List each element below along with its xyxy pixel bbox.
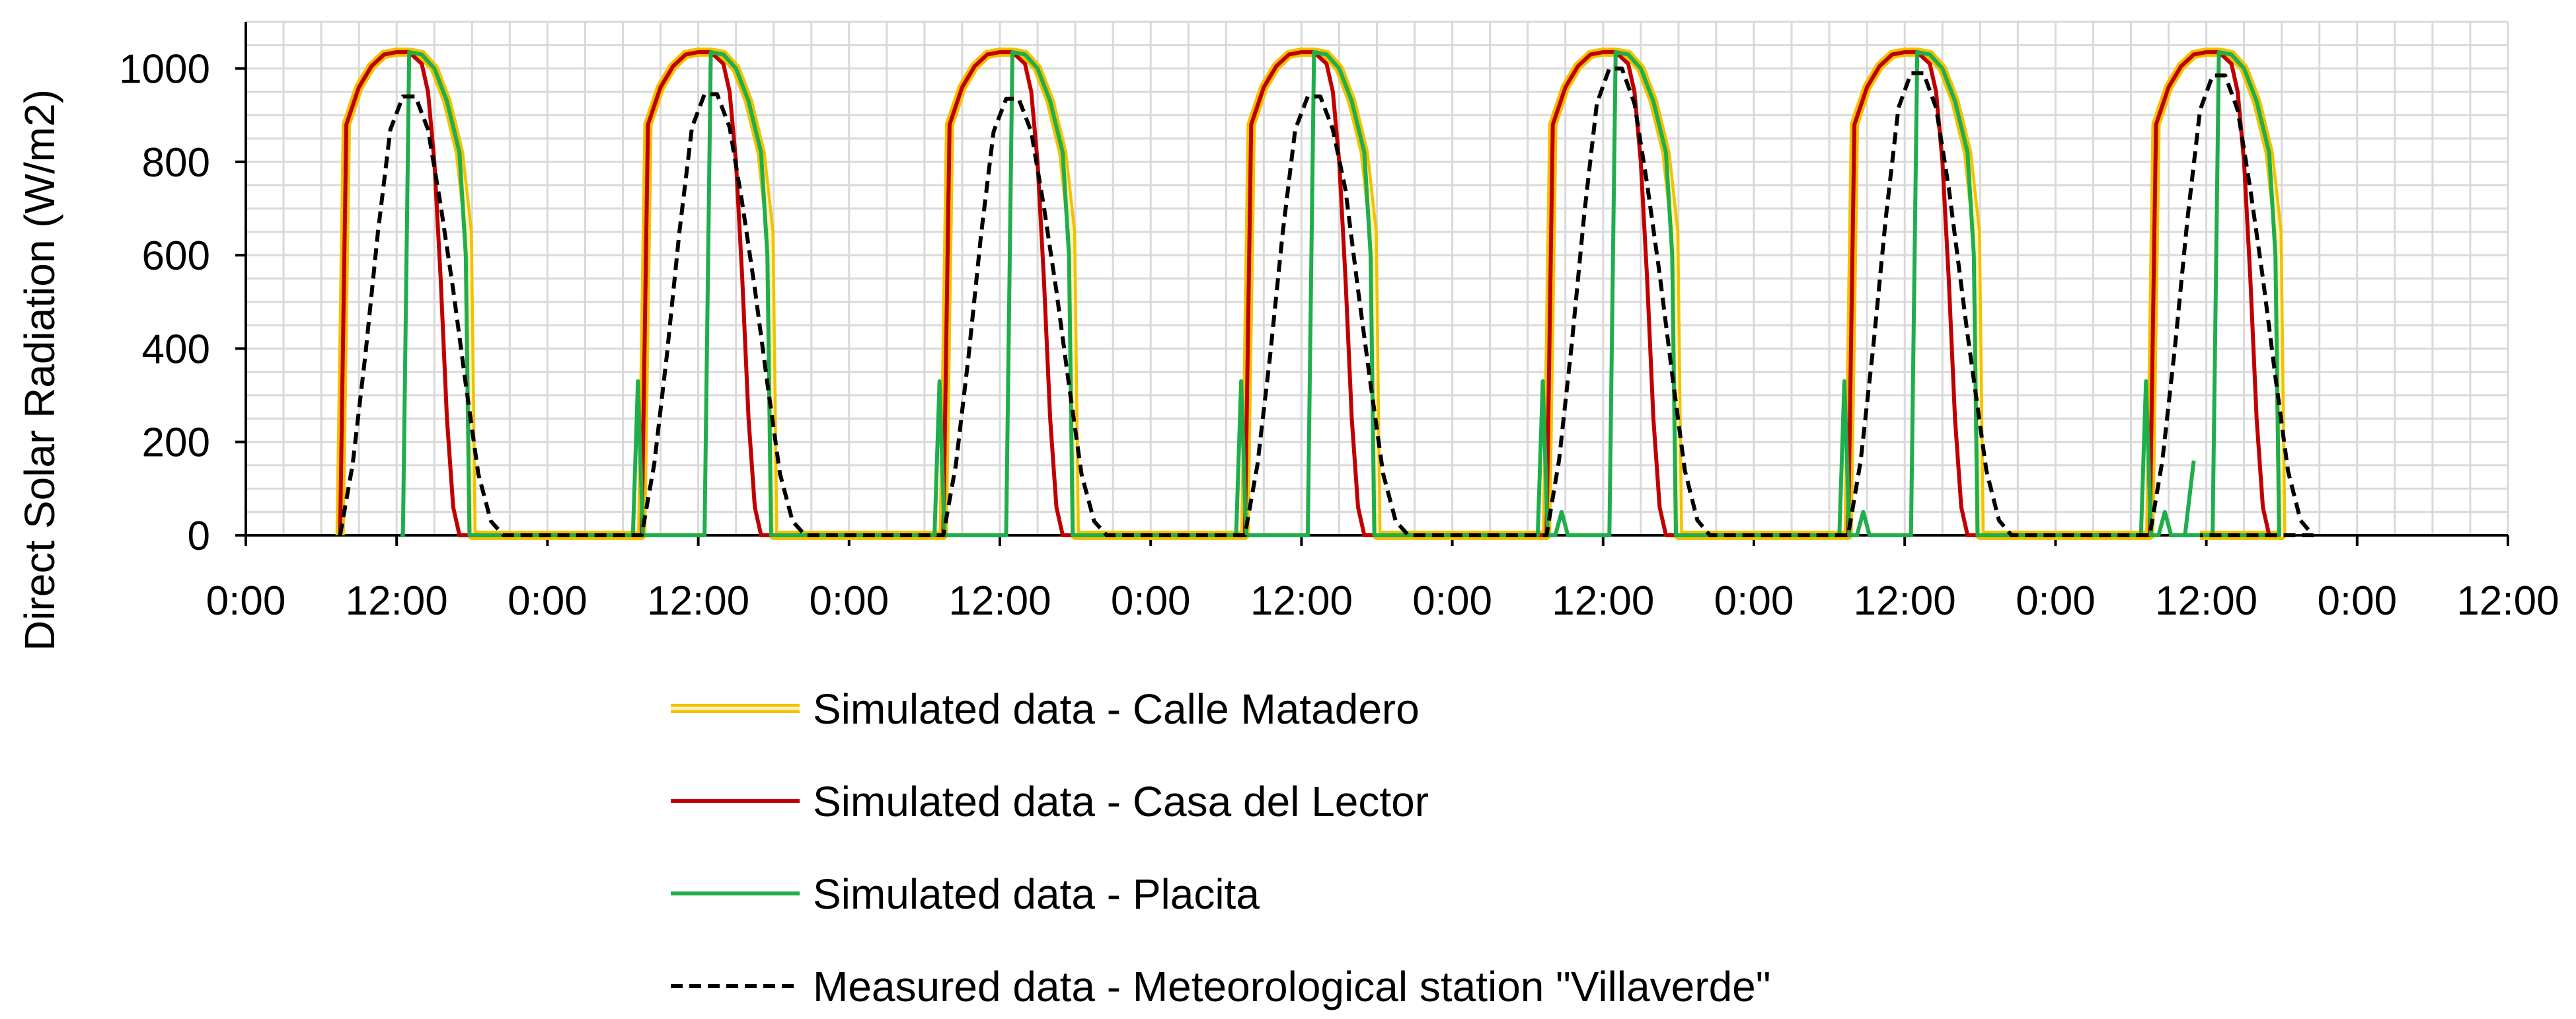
y-tick-label: 600 (142, 233, 210, 279)
y-tick-label: 0 (188, 513, 210, 559)
x-tick-label: 0:00 (2317, 578, 2397, 624)
legend: Simulated data - Calle Matadero Simulated… (671, 685, 1770, 1010)
x-tick-label: 0:00 (206, 578, 286, 624)
x-tick-label: 0:00 (809, 578, 889, 624)
legend-label: Measured data - Meteorological station "… (813, 963, 1770, 1010)
series-line-placita (400, 50, 2281, 537)
x-tick-label: 12:00 (1854, 578, 1956, 624)
y-tick-label: 400 (142, 326, 210, 372)
x-tick-label: 0:00 (1714, 578, 1794, 624)
x-tick-label: 12:00 (948, 578, 1051, 624)
x-tick-label: 12:00 (2456, 578, 2559, 624)
y-tick-label: 200 (142, 420, 210, 466)
x-tick-label: 12:00 (1552, 578, 1654, 624)
legend-label: Simulated data - Placita (813, 870, 1260, 918)
x-tick-label: 12:00 (346, 578, 448, 624)
x-tick-label: 0:00 (1412, 578, 1492, 624)
series-line-casa-del-lector (338, 50, 2271, 537)
x-tick-label: 12:00 (1250, 578, 1353, 624)
x-tick-label: 0:00 (508, 578, 587, 624)
x-tick-label: 0:00 (2016, 578, 2096, 624)
y-tick-label: 800 (142, 140, 210, 186)
x-tick-label: 12:00 (647, 578, 749, 624)
plot-series (335, 47, 2316, 540)
y-axis-title: Direct Solar Radiation (W/m2) (16, 89, 63, 651)
x-tick-label: 0:00 (1111, 578, 1191, 624)
x-axis: 0:00 12:00 0:00 12:00 0:00 12:00 0:00 12:00 0:00… (206, 534, 2559, 624)
x-tick-label: 12:00 (2155, 578, 2257, 624)
legend-label: Simulated data - Casa del Lector (813, 778, 1429, 825)
y-tick-label: 1000 (119, 47, 210, 93)
legend-label: Simulated data - Calle Matadero (813, 685, 1420, 733)
y-axis: 0 200 400 600 800 1000 (119, 22, 247, 559)
series-line-measured (338, 66, 2316, 537)
